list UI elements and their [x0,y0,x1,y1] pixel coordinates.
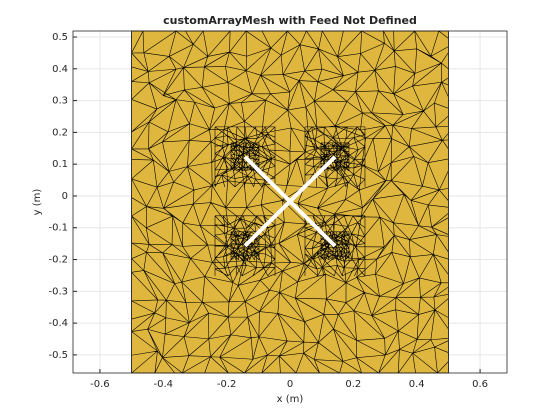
y-axis-label: y (m) [32,189,43,216]
x-tick-label: -0.2 [217,379,237,390]
x-axis-label: x (m) [277,394,304,405]
chart-title: customArrayMesh with Feed Not Defined [163,14,417,27]
x-tick-label: 0 [287,379,293,390]
x-tick-label: 0.6 [472,379,488,390]
x-tick-label: -0.6 [90,379,110,390]
y-tick-label: 0.2 [52,127,68,138]
y-tick-label: 0.3 [52,96,68,107]
y-tick-label: 0.4 [52,64,68,75]
mesh-edges [131,31,449,373]
x-tick-label: 0.2 [345,379,361,390]
slot [243,155,337,248]
y-tick-label: 0.1 [52,159,68,170]
y-tick-label: 0.5 [52,32,68,43]
y-tick-label: -0.4 [48,318,68,329]
x-tick-label: 0.4 [409,379,425,390]
axes-box [72,30,508,374]
y-tick-label: -0.3 [48,286,68,297]
y-tick-label: -0.2 [48,255,68,266]
y-tick-label: -0.5 [48,350,68,361]
x-tick-label: -0.4 [154,379,174,390]
y-tick-label: -0.1 [48,223,68,234]
y-tick-label: 0 [62,191,68,202]
mesh [131,31,449,373]
